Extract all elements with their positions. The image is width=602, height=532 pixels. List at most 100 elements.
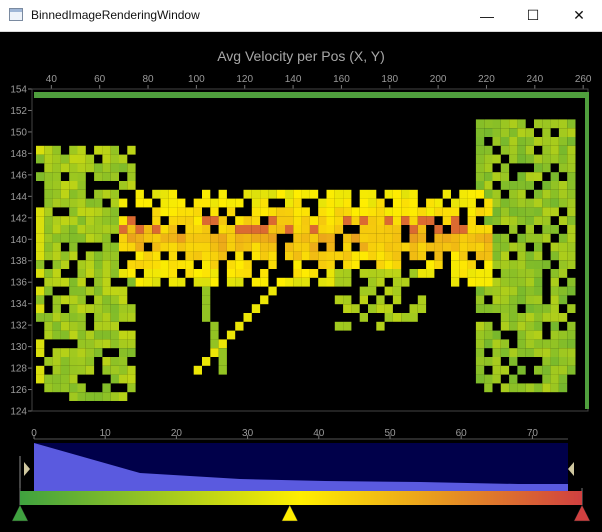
heatmap-cell	[135, 198, 144, 208]
heatmap-cell	[534, 348, 543, 357]
histogram-panel[interactable]	[34, 443, 568, 491]
colorbar-handle-icon[interactable]	[573, 504, 591, 522]
heatmap-cell	[534, 383, 543, 393]
heatmap-cell	[218, 365, 227, 375]
heatmap-cell	[77, 163, 86, 173]
heatmap-cell	[193, 198, 202, 208]
heatmap-cell	[417, 225, 427, 234]
heatmap-cell	[558, 269, 568, 278]
hist-tick-label: 30	[242, 428, 254, 439]
heatmap-cell	[376, 233, 385, 243]
heatmap-cell	[60, 277, 70, 287]
heatmap-cell	[309, 225, 319, 234]
window-title: BinnedImageRenderingWindow	[31, 8, 200, 22]
heatmap-cell	[343, 260, 352, 269]
heatmap-cell	[550, 251, 559, 261]
heatmap-cell	[509, 119, 518, 129]
heatmap-cell	[210, 251, 219, 261]
heatmap-cell	[484, 154, 493, 164]
heatmap-cell	[260, 189, 269, 199]
heatmap-cell	[60, 216, 70, 225]
heatmap-cell	[127, 330, 136, 340]
colorbar-handles[interactable]	[11, 504, 591, 522]
heatmap-cell	[384, 207, 393, 217]
range-right-handle-icon[interactable]	[568, 462, 574, 476]
heatmap-cell	[143, 198, 153, 208]
heatmap-cell	[525, 233, 534, 243]
heatmap-cell	[426, 260, 435, 269]
heatmap-cell	[143, 277, 153, 287]
heatmap-cell	[243, 233, 252, 243]
heatmap-cell	[558, 295, 568, 305]
heatmap-cell	[326, 242, 335, 252]
heatmap-cell	[426, 269, 435, 278]
heatmap-cell	[484, 339, 493, 349]
heatmap-cell	[500, 313, 510, 322]
heatmap-cell	[417, 242, 427, 252]
heatmap-cell	[567, 321, 576, 331]
heatmap-plot[interactable]	[34, 92, 589, 409]
close-button[interactable]: ✕	[573, 7, 585, 23]
heatmap-cell	[392, 277, 402, 287]
colorbar-handle-icon[interactable]	[281, 504, 299, 522]
heatmap-cell	[517, 207, 526, 217]
chart-title: Avg Velocity per Pos (X, Y)	[217, 48, 385, 64]
heatmap-cell	[550, 330, 559, 340]
heatmap-cell	[509, 277, 518, 287]
heatmap-cell	[567, 198, 576, 208]
heatmap-cell	[85, 154, 95, 164]
colorbar-handle-icon[interactable]	[11, 504, 29, 522]
heatmap-cell	[110, 321, 119, 331]
heatmap-cell	[475, 339, 485, 349]
heatmap-cell	[368, 233, 377, 243]
heatmap-cell	[558, 198, 568, 208]
heatmap-cell	[475, 225, 485, 234]
heatmap-cell	[202, 357, 211, 366]
heatmap-cell	[558, 339, 568, 349]
heatmap-cell	[542, 374, 551, 384]
heatmap-cell	[542, 163, 551, 173]
heatmap-cell	[484, 145, 493, 155]
heatmap-cell	[558, 119, 568, 129]
range-left-handle-icon[interactable]	[24, 462, 30, 476]
heatmap-cell	[534, 304, 543, 313]
heatmap-cell	[567, 207, 576, 217]
heatmap-cell	[567, 163, 576, 173]
heatmap-cell	[384, 313, 393, 322]
minimize-button[interactable]: —	[480, 7, 494, 24]
heatmap-cell	[409, 189, 418, 199]
heatmap-cell	[143, 225, 153, 234]
heatmap-cell	[69, 154, 78, 164]
heatmap-cell	[202, 260, 211, 269]
heatmap-cell	[509, 128, 518, 137]
heatmap-cell	[210, 321, 219, 331]
heatmap-cell	[517, 251, 526, 261]
heatmap-cell	[202, 233, 211, 243]
heatmap-cell	[52, 374, 61, 384]
heatmap-cell	[251, 304, 261, 313]
heatmap-cell	[44, 216, 53, 225]
heatmap-cell	[567, 242, 576, 252]
heatmap-cell	[235, 269, 244, 278]
heatmap-cell	[77, 365, 86, 375]
heatmap-cell	[368, 286, 377, 296]
heatmap-cell	[235, 321, 244, 331]
heatmap-cell	[550, 295, 559, 305]
heatmap-cell	[558, 286, 568, 296]
heatmap-cell	[77, 321, 86, 331]
heatmap-cell	[492, 330, 501, 340]
heatmap-cell	[525, 181, 534, 190]
heatmap-cell	[160, 269, 169, 278]
heatmap-cell	[69, 145, 78, 155]
heatmap-cell	[293, 269, 302, 278]
y-tick-label: 136	[10, 278, 27, 289]
maximize-button[interactable]: ☐	[526, 7, 540, 23]
heatmap-cell	[351, 207, 360, 217]
heatmap-cell	[94, 286, 103, 296]
heatmap-cell	[260, 295, 269, 305]
render-canvas: Avg Velocity per Pos (X, Y) 40 60 80 100 120…	[10, 48, 592, 522]
y-tick-label: 126	[10, 385, 27, 396]
heatmap-cell	[36, 348, 45, 357]
heatmap-cell	[492, 251, 501, 261]
y-tick-label: 124	[10, 407, 27, 418]
